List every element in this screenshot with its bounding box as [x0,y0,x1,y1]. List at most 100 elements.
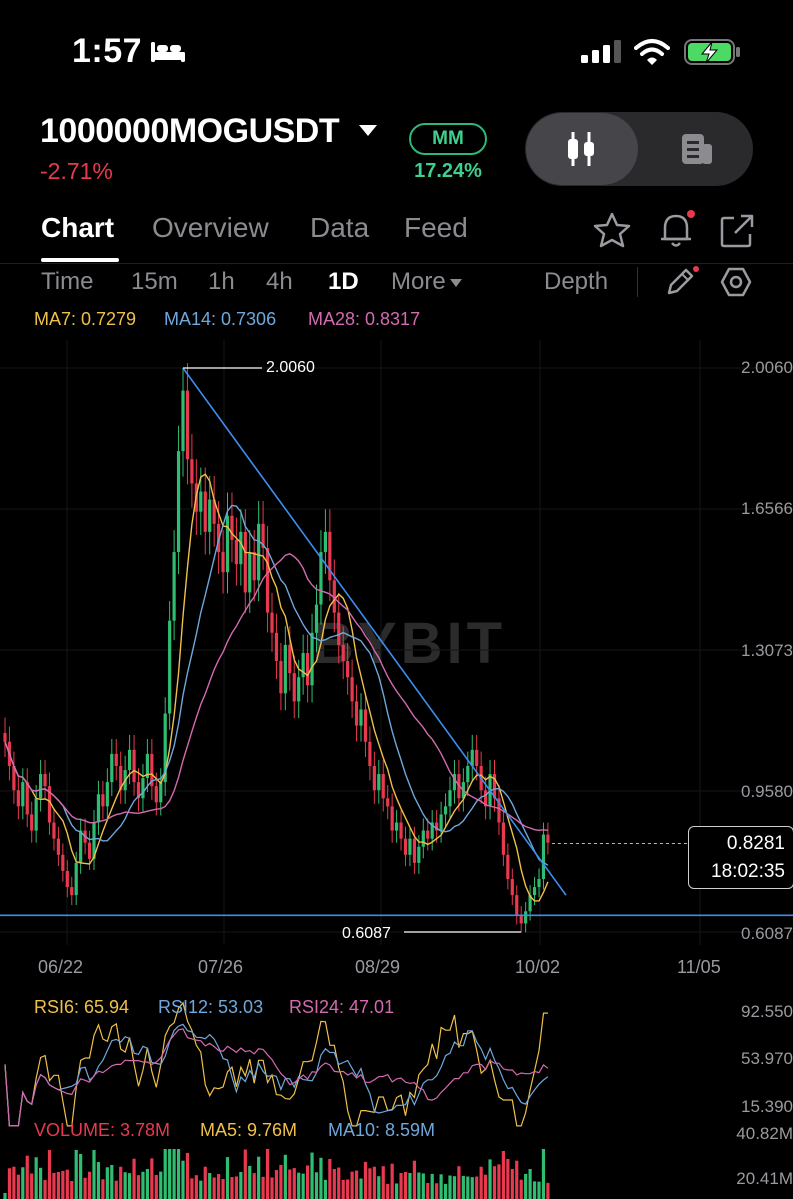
volume-bar [194,1175,198,1199]
volume-bar [492,1166,497,1199]
volume-bar [524,1173,528,1199]
volume-bar [421,1173,425,1199]
volume-bar [363,1161,368,1199]
volume-bar [412,1160,416,1199]
volume-bar [25,1155,29,1199]
volume-bar [136,1175,141,1199]
pair-dropdown-icon[interactable] [358,124,378,143]
volume-bar [377,1176,381,1199]
volume-bar [203,1166,207,1199]
volume-bar [252,1173,256,1199]
candle-body [519,915,523,924]
volume-bar [439,1174,443,1199]
favorite-star-icon[interactable] [593,212,631,253]
candle-body [65,870,69,888]
volume-bar [372,1166,376,1199]
x-tick-label: 08/29 [355,957,401,977]
volume-bar [141,1171,145,1199]
mm-percent: 17.24% [414,160,482,182]
chart-settings-icon[interactable] [720,266,752,303]
volume-bar [484,1174,488,1199]
volume-bar [56,1172,60,1199]
candle-body [114,753,118,766]
tab-feed[interactable]: Feed [404,212,468,243]
share-icon[interactable] [719,213,755,254]
toolbar-separator [637,267,638,297]
x-tick-label: 07/26 [198,957,244,977]
volume-bar [319,1157,323,1199]
volume-bar [243,1149,247,1199]
y-tick-label: 1.3073 [741,641,793,660]
volume-bar [279,1165,283,1199]
tab-data[interactable]: Data [310,212,370,243]
volume-bar [110,1165,114,1199]
rsi6-line [4,1001,548,1127]
chart-view-toggle-button[interactable] [526,113,638,185]
tab-overview[interactable]: Overview [152,212,269,243]
candle-body [430,822,434,839]
trading-pair-symbol[interactable]: 1000000MOGUSDT [40,112,340,150]
rsi6-label: RSI6: 65.94 [34,997,130,1017]
candle-body [452,774,457,791]
news-view-icon[interactable] [680,132,714,171]
candle-body [323,531,327,553]
mm-badge[interactable]: MM [409,123,487,155]
candle-body [145,753,149,779]
rsi-tick-label: 92.550 [741,1002,793,1021]
depth-button[interactable]: Depth [544,268,609,295]
volume-bar [475,1176,479,1199]
volume-bar [21,1167,25,1199]
volume-bar [332,1169,336,1199]
drawing-pen-icon[interactable] [664,266,700,303]
volume-bar [443,1183,448,1199]
timeframe-more[interactable]: More [391,268,463,296]
volume-bar [292,1168,296,1199]
volume-tick-label: 20.41M [736,1169,793,1188]
tab-chart[interactable]: Chart [41,212,115,243]
volume-bar [123,1172,127,1199]
ma28-label: MA28: 0.8317 [308,309,421,329]
candle-body [208,499,212,532]
timeframe-time[interactable]: Time [41,268,94,295]
volume-bar [212,1177,216,1199]
rsi-tick-label: 15.390 [741,1097,793,1116]
volume-bar [128,1173,132,1199]
candle-body [96,794,101,823]
candle-body [466,765,470,783]
candle-body [132,749,136,783]
volume-bar [323,1179,327,1199]
y-tick-label: 2.0060 [741,358,793,377]
candle-body [47,786,52,823]
timeframe-1d[interactable]: 1D [328,268,359,295]
candle-body [368,741,372,766]
volume-bar [403,1172,408,1199]
active-tab-indicator [41,258,119,262]
rsi24-line [4,1028,549,1127]
volume-bar [176,1149,181,1199]
volume-bar [39,1167,43,1199]
candle-body [448,790,452,807]
candle-body [439,814,443,831]
current-price-tag[interactable]: 0.8281 18:02:35 [688,826,793,889]
volume-bar [270,1177,274,1199]
timeframe-1h[interactable]: 1h [208,268,235,295]
ma7-label: MA7: 0.7279 [34,309,137,329]
alert-bell-icon[interactable] [657,210,697,255]
candle-body [417,846,421,863]
timeframe-15m[interactable]: 15m [131,268,178,295]
volume-bar [426,1183,430,1199]
candle-body [52,822,56,839]
volume-bar [479,1166,483,1199]
timeframe-4h[interactable]: 4h [266,268,293,295]
volume-bar [386,1183,390,1199]
candle-body [332,580,336,613]
candle-body [377,774,381,791]
battery-charging-icon [684,38,742,71]
sleep-focus-icon [150,40,186,69]
candle-body [16,790,20,807]
candle-body [506,854,510,880]
volume-bar [172,1149,176,1199]
candle-body [279,661,283,694]
candle-body [532,887,537,896]
